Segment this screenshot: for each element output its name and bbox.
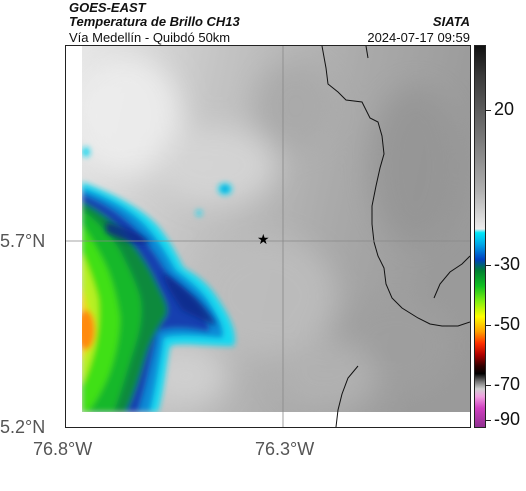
colorbar-label-minus70: -70	[494, 374, 521, 394]
region-subtitle: Vía Medellín - Quibdó 50km	[69, 30, 231, 45]
colorbar-tick	[486, 385, 491, 386]
colorbar-label-minus50: -50	[494, 314, 521, 334]
colorbar-tick	[486, 110, 491, 111]
colorbar-label-minus90: -90	[494, 409, 521, 429]
satellite-title: GOES-EAST	[69, 0, 146, 15]
lat-label-5.7: 5.7°N	[0, 231, 46, 251]
colorbar-tick	[486, 420, 491, 421]
lon-label-76.8: 76.8°W	[33, 439, 93, 459]
colorbar-label-minus30: -30	[494, 254, 521, 274]
timestamp-label: 2024-07-17 09:59	[367, 30, 470, 45]
colorbar	[474, 45, 486, 428]
lat-label-5.2: 5.2°N	[0, 417, 46, 437]
map-canvas	[66, 46, 470, 427]
lon-label-76.3: 76.3°W	[255, 439, 315, 459]
location-star-marker: ★	[257, 231, 270, 247]
colorbar-tick	[486, 265, 491, 266]
boundary-lines	[321, 46, 470, 427]
agency-label: SIATA	[432, 14, 470, 29]
product-title: Temperatura de Brillo CH13	[69, 14, 240, 29]
map-panel: ★	[65, 45, 471, 428]
colorbar-label-20: 20	[494, 99, 515, 119]
satellite-imagery	[71, 46, 470, 412]
graticule	[66, 46, 470, 427]
colorbar-tick	[486, 325, 491, 326]
